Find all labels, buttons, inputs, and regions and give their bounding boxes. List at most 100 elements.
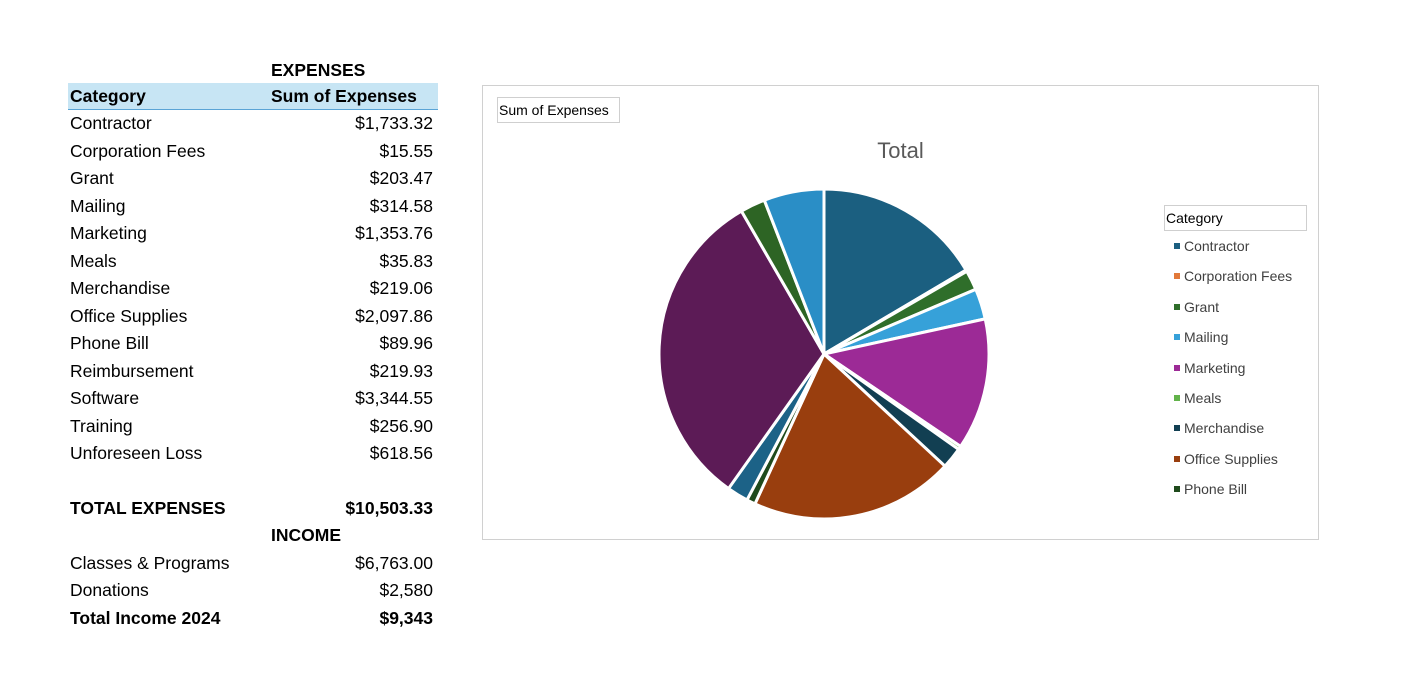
category-cell: Meals	[70, 250, 117, 271]
total-income-label: Total Income 2024	[70, 607, 221, 628]
legend-swatch	[1174, 243, 1180, 249]
legend-label: Corporation Fees	[1184, 268, 1293, 285]
expenses-section-row: EXPENSES	[68, 58, 438, 83]
legend-item[interactable]: Office Supplies	[1164, 444, 1309, 474]
table-row[interactable]: Marketing $1,353.76	[68, 220, 438, 248]
legend-label: Contractor	[1184, 238, 1250, 254]
amount-cell: $219.06	[369, 278, 433, 298]
legend-swatch	[1174, 394, 1180, 401]
amount-cell: $89.96	[379, 333, 433, 353]
income-row[interactable]: Donations $2,580	[68, 577, 438, 605]
legend-swatch	[1174, 486, 1180, 493]
total-expenses-amount: $10,503.33	[345, 497, 433, 518]
income-amount-cell: $6,763.00	[355, 552, 433, 573]
total-expenses-row[interactable]: TOTAL EXPENSES $10,503.33	[68, 495, 438, 523]
amount-cell: $256.90	[369, 415, 433, 436]
pie-slice-marketing[interactable]	[822, 317, 991, 448]
income-section-row: INCOME	[68, 522, 438, 550]
table-row[interactable]: Meals $35.83	[68, 248, 438, 276]
amount-cell: $314.58	[369, 195, 433, 216]
income-label-cell: Classes & Programs	[70, 552, 230, 573]
table-row[interactable]: Contractor $1,733.32	[68, 110, 438, 138]
legend-label: Office Supplies	[1184, 450, 1278, 467]
legend-item[interactable]: Corporation Fees	[1164, 261, 1309, 291]
legend-item[interactable]: Meals	[1164, 383, 1309, 413]
table-row[interactable]: Unforeseen Loss $618.56	[68, 440, 438, 468]
sum-header[interactable]: Sum of Expenses	[271, 86, 417, 106]
table-row[interactable]: Training $256.90	[68, 413, 438, 441]
amount-cell: $15.55	[379, 140, 433, 161]
table-row[interactable]: Merchandise $219.06	[68, 275, 438, 303]
legend-item[interactable]: Phone Bill	[1164, 474, 1309, 504]
amount-cell: $2,097.86	[355, 305, 433, 326]
amount-cell: $618.56	[369, 443, 433, 463]
table-row[interactable]: Office Supplies $2,097.86	[68, 303, 438, 331]
spacer-row	[68, 468, 438, 495]
income-title: INCOME	[271, 525, 341, 545]
category-cell: Marketing	[70, 223, 147, 243]
pie-chart[interactable]	[483, 86, 1318, 539]
amount-cell: $35.83	[379, 250, 433, 271]
table-row[interactable]: Grant $203.47	[68, 165, 438, 193]
amount-cell: $1,353.76	[355, 223, 433, 243]
legend-swatch	[1174, 334, 1180, 341]
income-label-cell: Donations	[70, 580, 149, 600]
category-cell: Corporation Fees	[70, 140, 206, 161]
legend-swatch	[1174, 273, 1180, 280]
pie-slice-unforeseen-loss[interactable]	[762, 187, 826, 356]
legend-title-field-button[interactable]: Category	[1164, 205, 1307, 231]
legend-items: Contractor Corporation Fees Grant Mailing Ma…	[1164, 231, 1309, 505]
category-header[interactable]: Category	[70, 86, 146, 106]
pie-chart-frame[interactable]: Sum of Expenses Total Category Contracto…	[482, 85, 1319, 540]
table-row[interactable]: Phone Bill $89.96	[68, 330, 438, 358]
expense-rows: Contractor $1,733.32 Corporation Fees $15.5…	[68, 110, 438, 468]
pie-slice-software[interactable]	[657, 209, 826, 491]
category-cell: Mailing	[70, 195, 126, 216]
pie-slice-contractor[interactable]	[822, 187, 968, 356]
total-income-row[interactable]: Total Income 2024 $9,343	[68, 605, 438, 633]
amount-cell: $1,733.32	[355, 113, 433, 133]
legend-item[interactable]: Mailing	[1164, 322, 1309, 352]
chart-title: Total	[877, 138, 924, 163]
legend-swatch	[1174, 303, 1180, 310]
amount-cell: $219.93	[369, 360, 433, 381]
category-cell: Contractor	[70, 113, 152, 133]
pie-slice-office-supplies[interactable]	[753, 352, 947, 521]
legend-label: Mailing	[1184, 329, 1229, 346]
amount-cell: $203.47	[369, 168, 433, 188]
legend-swatch	[1174, 364, 1180, 371]
table-row[interactable]: Software $3,344.55	[68, 385, 438, 413]
sum-of-expenses-field-button[interactable]: Sum of Expenses	[497, 97, 620, 123]
table-row[interactable]: Mailing $314.58	[68, 193, 438, 221]
category-cell: Reimbursement	[70, 360, 194, 381]
table-header-row[interactable]: Category Sum of Expenses	[68, 83, 438, 110]
legend-label: Grant	[1184, 298, 1220, 315]
legend-swatch	[1174, 425, 1180, 432]
category-cell: Training	[70, 415, 133, 436]
amount-cell: $3,344.55	[355, 388, 433, 408]
income-row[interactable]: Classes & Programs $6,763.00	[68, 550, 438, 578]
total-expenses-label: TOTAL EXPENSES	[70, 497, 226, 518]
category-cell: Unforeseen Loss	[70, 443, 203, 463]
category-cell: Software	[70, 388, 140, 408]
field-button-label: Sum of Expenses	[499, 102, 609, 118]
category-cell: Office Supplies	[70, 305, 188, 326]
total-income-amount: $9,343	[379, 607, 433, 628]
category-cell: Grant	[70, 168, 114, 188]
table-row[interactable]: Reimbursement $219.93	[68, 358, 438, 386]
expenses-table: EXPENSES Category Sum of Expenses Contra…	[68, 58, 438, 632]
legend-label: Merchandise	[1184, 420, 1265, 437]
table-row[interactable]: Corporation Fees $15.55	[68, 138, 438, 166]
legend-item[interactable]: Marketing	[1164, 353, 1309, 383]
legend-item[interactable]: Grant	[1164, 292, 1309, 322]
legend-swatch	[1174, 455, 1180, 462]
legend-item[interactable]: Merchandise	[1164, 413, 1309, 443]
income-rows: Classes & Programs $6,763.00 Donations $2,5…	[68, 550, 438, 605]
chart-legend[interactable]: Category Contractor Corporation Fees Grant…	[1164, 205, 1309, 505]
legend-label: Meals	[1184, 389, 1222, 406]
expenses-title: EXPENSES	[271, 60, 366, 80]
legend-label: Marketing	[1184, 359, 1246, 376]
income-amount-cell: $2,580	[379, 580, 433, 600]
category-cell: Phone Bill	[70, 333, 149, 353]
legend-item[interactable]: Contractor	[1164, 231, 1309, 261]
